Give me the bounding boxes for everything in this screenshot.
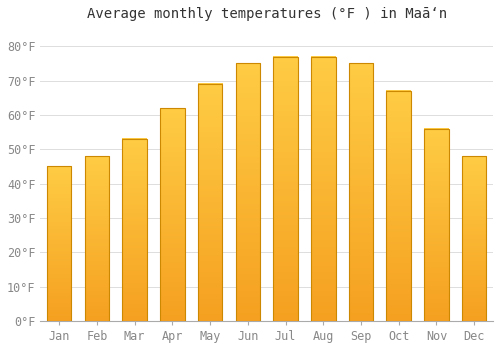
Bar [47,167,72,321]
Bar [311,57,336,321]
Bar [462,156,486,321]
Bar [348,63,374,321]
Title: Average monthly temperatures (°F ) in Maāʻn: Average monthly temperatures (°F ) in Ma… [86,7,446,21]
Bar [236,63,260,321]
Bar [424,129,448,321]
Bar [274,57,298,321]
Bar [198,84,222,321]
Bar [386,91,411,321]
Bar [160,108,184,321]
Bar [84,156,109,321]
Bar [122,139,147,321]
